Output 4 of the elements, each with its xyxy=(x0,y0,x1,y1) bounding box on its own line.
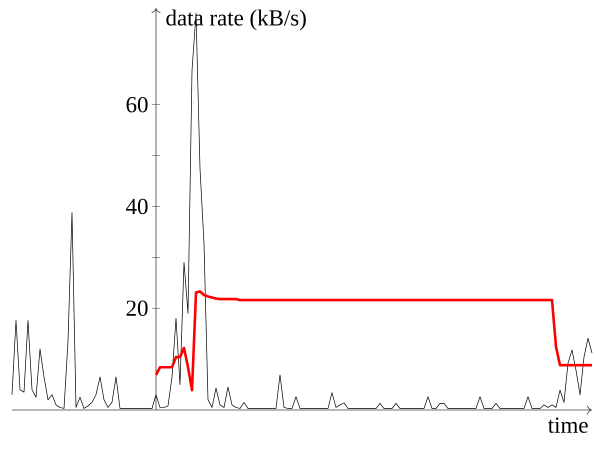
y-tick-label: 20 xyxy=(126,300,148,316)
x-axis-title: time xyxy=(548,418,588,433)
y-tick-label: 60 xyxy=(126,96,148,112)
y-tick-label: 40 xyxy=(126,198,148,214)
